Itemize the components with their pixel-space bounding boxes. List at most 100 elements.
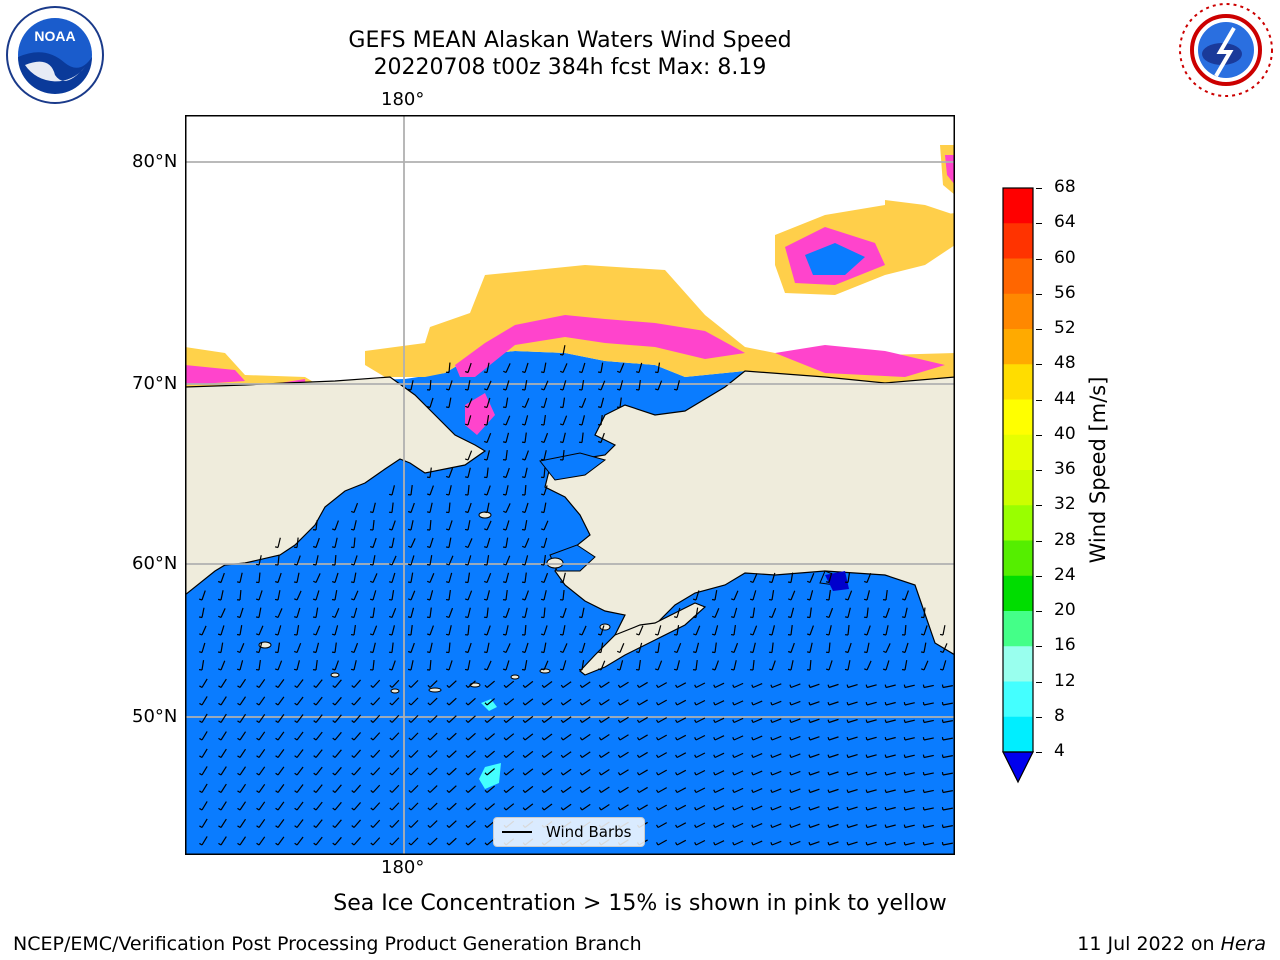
wind-barb-flag [427, 719, 431, 723]
wind-barb-flag [579, 772, 583, 776]
wind-barb [847, 806, 858, 811]
wind-barb-flag [199, 755, 203, 759]
wind-barb-flag [256, 807, 260, 811]
wind-barb [524, 520, 528, 531]
wind-barb-flag [408, 754, 412, 758]
colorbar-segment [1003, 399, 1033, 436]
wind-barb [524, 380, 528, 391]
wind-barb-flag [675, 684, 678, 688]
wind-barb-flag [483, 458, 488, 461]
wind-barb [695, 625, 701, 636]
wind-barb [923, 719, 934, 724]
wind-barb-flag [332, 755, 336, 758]
wind-barb [752, 607, 756, 618]
wind-barb [467, 820, 476, 828]
wind-barb-flag [370, 580, 374, 584]
wind-barb [885, 789, 896, 794]
wind-barb-flag [484, 789, 488, 793]
wind-barb [372, 590, 377, 601]
wind-barb [828, 642, 831, 653]
wind-barb [619, 751, 629, 759]
wind-barb [771, 625, 776, 636]
wind-barb [334, 590, 338, 601]
wind-barb [410, 784, 419, 793]
wind-barb [258, 607, 262, 618]
wind-barb-flag [579, 789, 583, 793]
wind-barb [828, 788, 839, 794]
wind-barb-flag [351, 772, 355, 776]
wind-barb [448, 697, 457, 706]
wind-barb-flag [882, 668, 887, 671]
wind-barb-flag [882, 633, 887, 636]
wind-barb-flag [427, 807, 431, 811]
wind-barb [220, 660, 226, 671]
wind-barb-flag [350, 528, 355, 531]
wind-barb-flag [218, 615, 222, 619]
wind-barb [429, 750, 438, 758]
wind-barb-flag [865, 824, 868, 828]
wind-barb [524, 555, 529, 566]
wind-barb [885, 806, 896, 811]
wind-barb [296, 679, 304, 688]
wind-barb [448, 767, 457, 776]
wind-barb-flag [522, 789, 526, 793]
wind-barb-flag [559, 353, 564, 356]
wind-barb-flag [789, 684, 792, 688]
wind-barb [353, 520, 357, 531]
wind-barb-flag [713, 807, 716, 811]
wind-barb-flag [635, 651, 640, 654]
wind-barb-flag [694, 772, 697, 776]
wind-barb-flag [350, 563, 355, 566]
wind-barb-flag [540, 633, 545, 636]
colorbar-segment [1003, 575, 1033, 612]
wind-barb [923, 842, 934, 846]
wind-barb-flag [713, 737, 716, 741]
wind-barb-flag [675, 702, 678, 706]
colorbar-tick-mark [1036, 258, 1042, 260]
wind-barb-flag [484, 668, 488, 671]
wind-barb-flag [579, 754, 583, 758]
wind-barb-flag [389, 737, 393, 741]
wind-barb-flag [445, 528, 450, 531]
wind-barb [524, 785, 534, 793]
wind-barb-flag [922, 701, 925, 706]
wind-barb-flag [502, 581, 507, 584]
wind-barb [334, 625, 339, 636]
wind-barb-flag [256, 790, 260, 793]
wind-barb-flag [293, 616, 298, 619]
wind-barb [638, 660, 641, 671]
wind-barb [809, 753, 820, 759]
wind-barb [429, 697, 438, 706]
wind-barb-flag [559, 423, 564, 426]
wind-barb-flag [732, 772, 735, 776]
wind-barb [239, 783, 247, 793]
wind-barb [334, 608, 340, 618]
wind-barb [315, 573, 321, 583]
wind-barb-flag [199, 720, 203, 724]
wind-barb-flag [503, 754, 507, 758]
wind-barb [429, 573, 435, 583]
wind-barb-flag [484, 824, 488, 828]
wind-barb [676, 804, 687, 811]
wind-barb-flag [636, 702, 640, 706]
wind-barb-flag [656, 807, 659, 811]
wind-barb [581, 415, 586, 426]
wind-barb [277, 608, 283, 618]
wind-barb-flag [408, 772, 412, 776]
wind-barb [353, 555, 358, 566]
wind-barb [372, 714, 381, 723]
wind-barb [391, 485, 396, 496]
wind-barb [505, 467, 510, 478]
wind-barb [372, 519, 375, 531]
wind-barb-flag [502, 423, 507, 426]
wind-barb [315, 731, 323, 741]
wind-barb [486, 660, 492, 671]
wind-barb [923, 737, 934, 741]
wind-barb-flag [844, 616, 849, 619]
wind-barb-flag [198, 616, 203, 619]
wind-barb-flag [540, 440, 545, 444]
wind-barb-flag [218, 685, 222, 689]
wind-barb-flag [445, 633, 450, 636]
wind-barb-flag [293, 668, 298, 671]
wind-barb [486, 432, 492, 443]
